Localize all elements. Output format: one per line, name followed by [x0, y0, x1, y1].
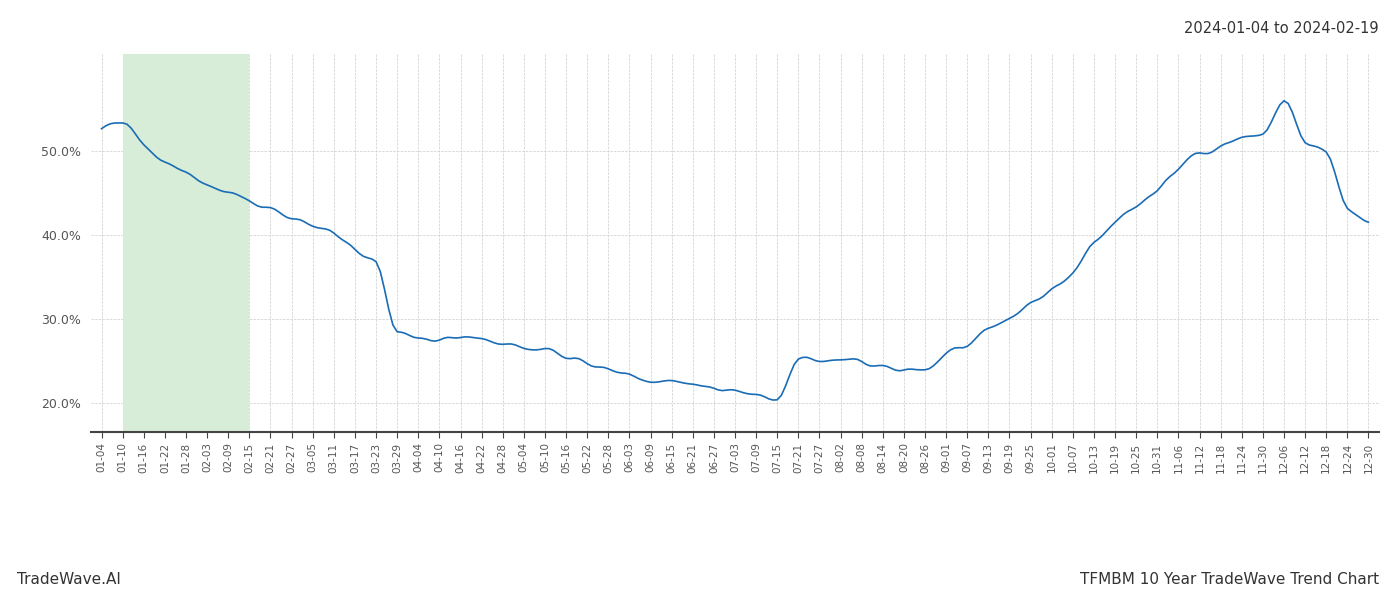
Text: 2024-01-04 to 2024-02-19: 2024-01-04 to 2024-02-19	[1184, 21, 1379, 36]
Text: TradeWave.AI: TradeWave.AI	[17, 572, 120, 587]
Text: TFMBM 10 Year TradeWave Trend Chart: TFMBM 10 Year TradeWave Trend Chart	[1079, 572, 1379, 587]
Bar	[123, 54, 249, 432]
